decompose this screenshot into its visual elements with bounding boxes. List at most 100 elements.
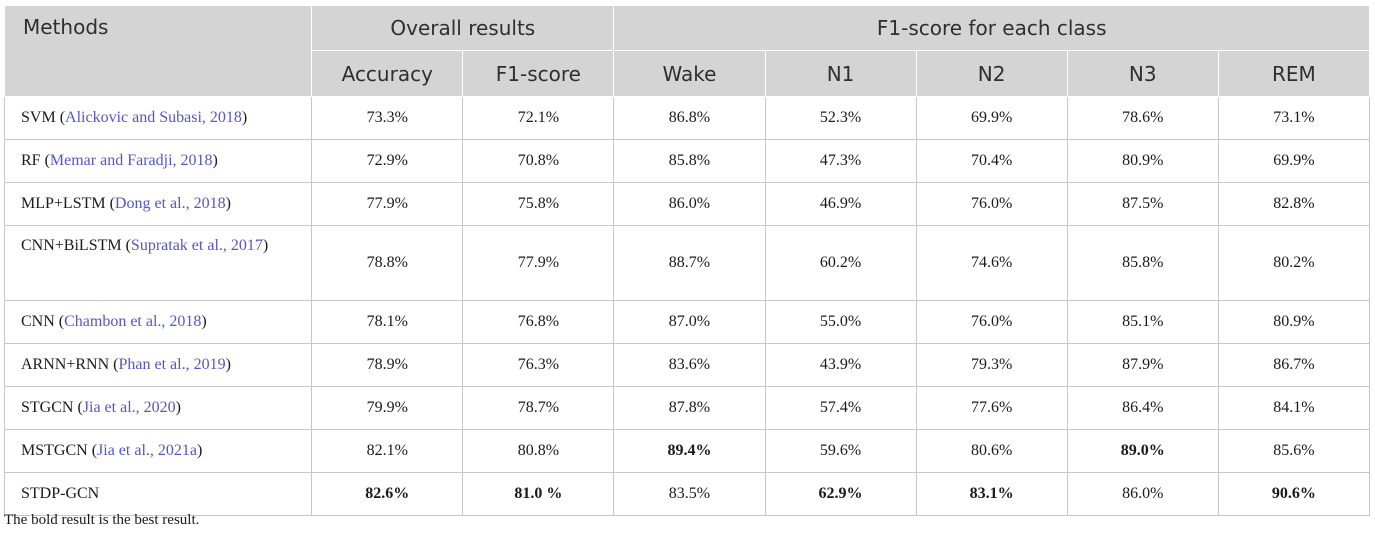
wake-cell: 86.8% <box>613 96 766 140</box>
n3-cell: 87.9% <box>1066 343 1219 387</box>
accuracy-cell: 72.9% <box>311 139 464 183</box>
best-value: 89.4% <box>667 442 712 459</box>
n3-cell: 86.4% <box>1066 386 1219 430</box>
citation-link[interactable]: Memar and Faradji, 2018 <box>49 152 213 169</box>
n3-cell: 87.5% <box>1066 182 1219 226</box>
n2-cell: 74.6% <box>915 225 1068 301</box>
method-cell: RF (Memar and Faradji, 2018) <box>3 139 313 183</box>
rem-cell: 84.1% <box>1217 386 1371 430</box>
rem-cell: 90.6% <box>1217 472 1371 516</box>
rem-cell: 85.6% <box>1217 429 1371 473</box>
citation-link[interactable]: Jia et al., 2020 <box>82 399 176 416</box>
n1-cell: 59.6% <box>764 429 917 473</box>
method-cell: MSTGCN (Jia et al., 2021a) <box>3 429 313 473</box>
method-name: CNN <box>21 313 55 330</box>
n2-cell: 76.0% <box>915 182 1068 226</box>
col-header-f1: F1-score <box>462 50 615 97</box>
citation-link[interactable]: Chambon et al., 2018 <box>64 313 202 330</box>
table-row: MLP+LSTM (Dong et al., 2018) 77.9% 75.8%… <box>3 182 1371 226</box>
accuracy-cell: 78.8% <box>311 225 464 301</box>
f1-cell: 72.1% <box>462 96 615 140</box>
col-header-rem: REM <box>1217 50 1371 97</box>
accuracy-cell: 78.1% <box>311 300 464 344</box>
rem-cell: 80.9% <box>1217 300 1371 344</box>
f1-cell: 77.9% <box>462 225 615 301</box>
table-row: CNN+BiLSTM (Supratak et al., 2017) 78.8%… <box>3 225 1371 301</box>
f1-cell: 75.8% <box>462 182 615 226</box>
n2-cell: 69.9% <box>915 96 1068 140</box>
best-value: 89.0% <box>1120 442 1165 459</box>
method-cell: MLP+LSTM (Dong et al., 2018) <box>3 182 313 226</box>
f1-cell: 78.7% <box>462 386 615 430</box>
citation-link[interactable]: Alickovic and Subasi, 2018 <box>65 109 242 126</box>
n3-cell: 89.0% <box>1066 429 1219 473</box>
n1-cell: 47.3% <box>764 139 917 183</box>
n1-cell: 62.9% <box>764 472 917 516</box>
wake-cell: 86.0% <box>613 182 766 226</box>
f1-cell: 80.8% <box>462 429 615 473</box>
table-row: STGCN (Jia et al., 2020) 79.9% 78.7% 87.… <box>3 386 1371 430</box>
rem-cell: 80.2% <box>1217 225 1371 301</box>
accuracy-cell: 78.9% <box>311 343 464 387</box>
wake-cell: 85.8% <box>613 139 766 183</box>
n3-cell: 78.6% <box>1066 96 1219 140</box>
accuracy-cell: 77.9% <box>311 182 464 226</box>
n3-cell: 85.8% <box>1066 225 1219 301</box>
table-row: ARNN+RNN (Phan et al., 2019) 78.9% 76.3%… <box>3 343 1371 387</box>
f1-cell: 76.8% <box>462 300 615 344</box>
header-row-1: Methods Overall results F1-score for eac… <box>3 5 1370 97</box>
method-name: MSTGCN <box>21 442 88 459</box>
per-class-header: F1-score for each class <box>613 5 1370 51</box>
wake-cell: 87.0% <box>613 300 766 344</box>
col-header-accuracy: Accuracy <box>311 50 464 97</box>
accuracy-cell: 73.3% <box>311 96 464 140</box>
rem-cell: 86.7% <box>1217 343 1371 387</box>
f1-cell: 76.3% <box>462 343 615 387</box>
n2-cell: 83.1% <box>915 472 1068 516</box>
citation-link[interactable]: Phan et al., 2019 <box>118 356 226 373</box>
citation-link[interactable]: Supratak et al., 2017 <box>130 237 263 254</box>
best-value: 83.1% <box>969 485 1014 502</box>
wake-cell: 88.7% <box>613 225 766 301</box>
best-value: 82.6% <box>365 485 410 502</box>
methods-header: Methods <box>3 5 313 97</box>
method-cell: CNN (Chambon et al., 2018) <box>3 300 313 344</box>
method-cell: STDP-GCN <box>3 472 313 516</box>
method-name: CNN+BiLSTM <box>21 237 122 254</box>
method-name: MLP+LSTM <box>21 195 106 212</box>
method-cell: ARNN+RNN (Phan et al., 2019) <box>3 343 313 387</box>
n1-cell: 52.3% <box>764 96 917 140</box>
table-row: MSTGCN (Jia et al., 2021a) 82.1% 80.8% 8… <box>3 429 1371 473</box>
wake-cell: 83.5% <box>613 472 766 516</box>
col-header-n1: N1 <box>764 50 917 97</box>
best-value: 62.9% <box>818 485 863 502</box>
table-row: STDP-GCN 82.6% 81.0 % 83.5% 62.9% 83.1% … <box>3 472 1371 516</box>
wake-cell: 83.6% <box>613 343 766 387</box>
col-header-wake: Wake <box>613 50 766 97</box>
f1-cell: 81.0 % <box>462 472 615 516</box>
n3-cell: 86.0% <box>1066 472 1219 516</box>
results-table: Methods Overall results F1-score for eac… <box>3 5 1371 516</box>
n2-cell: 76.0% <box>915 300 1068 344</box>
best-value: 90.6% <box>1271 485 1316 502</box>
method-name: SVM <box>21 109 56 126</box>
best-value: 81.0 % <box>514 485 563 502</box>
n1-cell: 55.0% <box>764 300 917 344</box>
n3-cell: 80.9% <box>1066 139 1219 183</box>
method-name: RF <box>21 152 41 169</box>
citation-link[interactable]: Dong et al., 2018 <box>114 195 226 212</box>
n2-cell: 79.3% <box>915 343 1068 387</box>
n2-cell: 70.4% <box>915 139 1068 183</box>
overall-results-header: Overall results <box>311 5 615 51</box>
method-name: STDP-GCN <box>21 485 100 502</box>
f1-cell: 70.8% <box>462 139 615 183</box>
accuracy-cell: 79.9% <box>311 386 464 430</box>
n2-cell: 77.6% <box>915 386 1068 430</box>
n1-cell: 46.9% <box>764 182 917 226</box>
citation-link[interactable]: Jia et al., 2021a <box>97 442 197 459</box>
method-name: STGCN <box>21 399 74 416</box>
table-row: CNN (Chambon et al., 2018) 78.1% 76.8% 8… <box>3 300 1371 344</box>
table-row: SVM (Alickovic and Subasi, 2018) 73.3% 7… <box>3 96 1371 140</box>
n2-cell: 80.6% <box>915 429 1068 473</box>
method-cell: STGCN (Jia et al., 2020) <box>3 386 313 430</box>
